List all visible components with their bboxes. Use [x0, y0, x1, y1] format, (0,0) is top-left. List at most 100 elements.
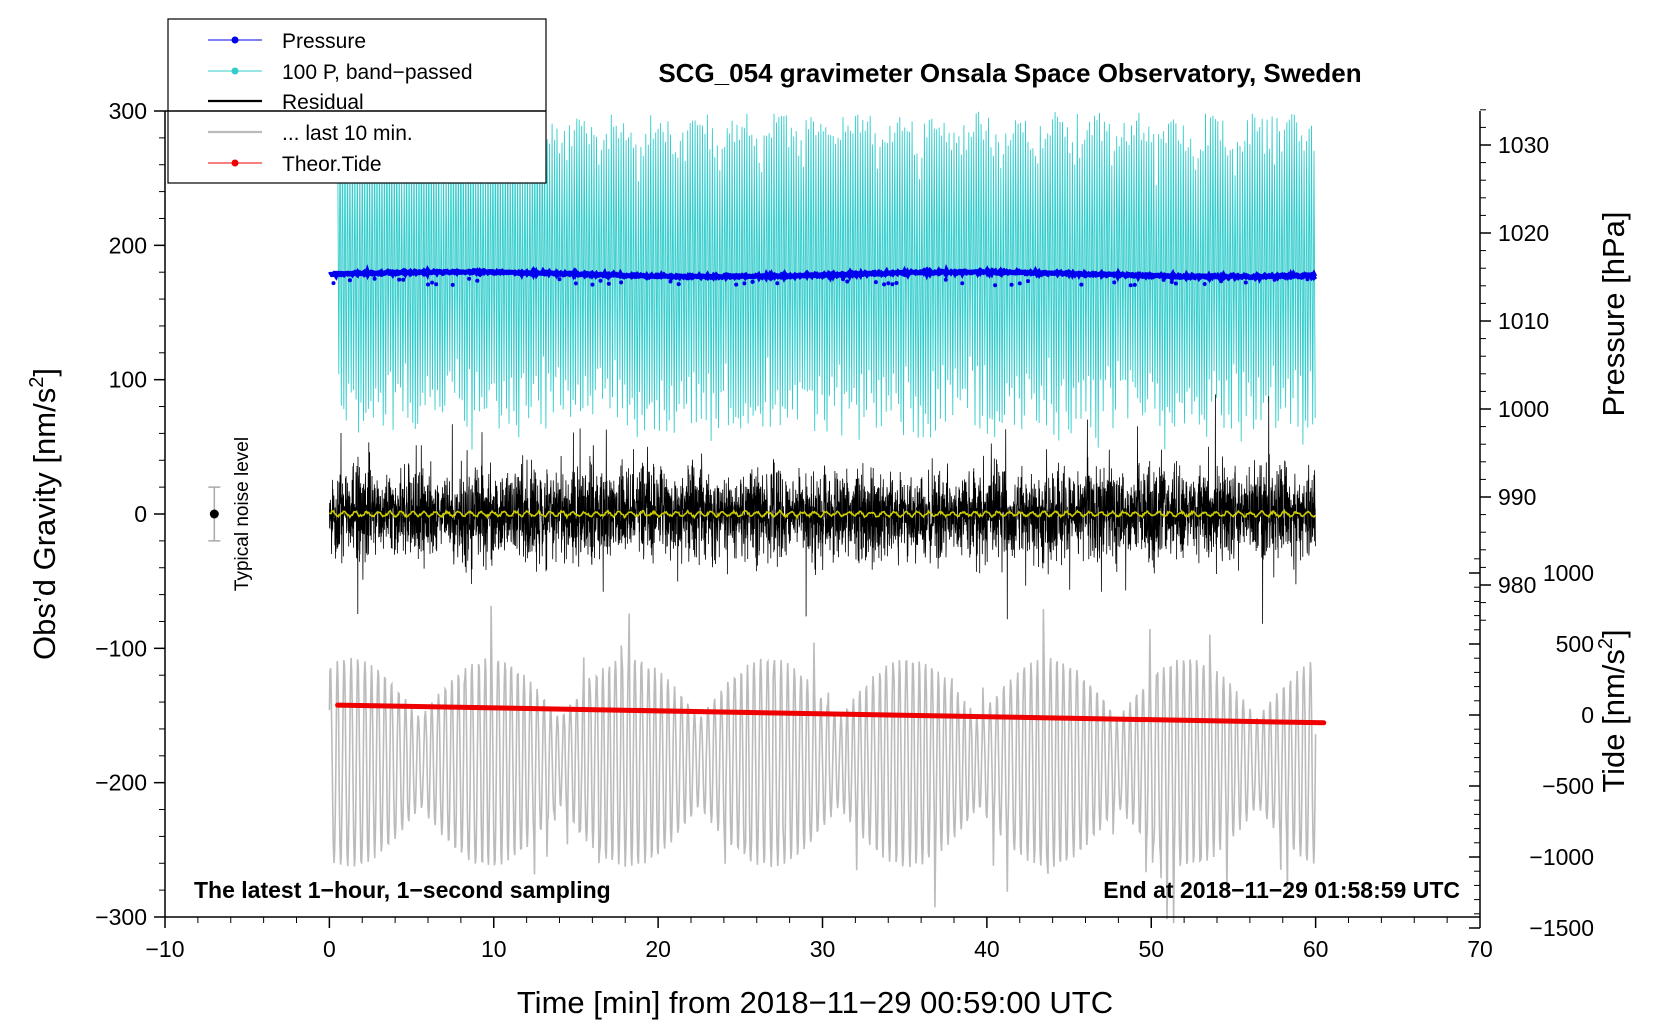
y-tick-label: 300	[109, 98, 147, 124]
tide-tick-label: 1000	[1543, 560, 1594, 586]
y-axis-ticks: −300 −200 −100 0 100 200 300	[95, 98, 165, 930]
x-tick-label: 10	[481, 936, 507, 962]
pressure-point	[467, 276, 472, 281]
pressure-point	[943, 277, 948, 282]
pressure-point	[1305, 277, 1310, 282]
last-10-min-line	[328, 605, 1317, 924]
pressure-point	[450, 282, 455, 287]
pressure-point	[1272, 277, 1277, 282]
end-time-note: End at 2018−11−29 01:58:59 UTC	[1103, 877, 1460, 903]
pressure-point	[882, 282, 887, 287]
pressure-point	[1026, 279, 1030, 284]
pressure-point	[894, 281, 899, 285]
pressure-line	[328, 263, 1318, 284]
x-tick-label: 40	[974, 936, 1000, 962]
pressure-point	[573, 281, 578, 286]
pressure-point	[557, 277, 562, 282]
legend-label: Pressure	[282, 30, 366, 53]
pressure-tick-label: 1020	[1498, 220, 1549, 246]
pressure-point	[993, 283, 998, 288]
smoothed-residual-series	[329, 508, 1316, 521]
pressure-tick-label: 990	[1498, 484, 1536, 510]
chart-title: SCG_054 gravimeter Onsala Space Observat…	[658, 58, 1361, 88]
pressure-axis-label: Pressure [hPa]	[1596, 211, 1631, 416]
pressure-point	[734, 282, 739, 287]
sampling-note: The latest 1−hour, 1−second sampling	[194, 877, 611, 903]
x-axis-ticks: −10 0 10 20 30 40 50 60 70	[145, 917, 1493, 962]
pressure-point	[845, 279, 850, 284]
noise-point	[209, 509, 219, 519]
pressure-point	[1009, 282, 1014, 287]
pressure-series	[328, 263, 1318, 288]
pressure-point	[1243, 280, 1248, 285]
pressure-point	[590, 282, 595, 287]
pressure-point	[619, 280, 624, 285]
pressure-point	[1169, 280, 1174, 284]
x-tick-label: 20	[645, 936, 671, 962]
pressure-tick-label: 1010	[1498, 308, 1549, 334]
pressure-point	[750, 279, 755, 284]
pressure-point	[668, 279, 673, 284]
pressure-point	[1128, 283, 1133, 288]
pressure-point	[1173, 281, 1178, 286]
pressure-point	[1132, 282, 1137, 287]
pressure-point	[331, 281, 336, 286]
pressure-point	[434, 282, 439, 287]
pressure-point	[372, 276, 377, 281]
pressure-point	[1112, 280, 1117, 285]
tide-tick-label: −1000	[1529, 844, 1594, 870]
y-tick-label: 0	[134, 501, 147, 527]
y-tick-label: 200	[109, 232, 147, 258]
x-axis-label: Time [min] from 2018−11−29 00:59:00 UTC	[517, 985, 1113, 1020]
pressure-tick-label: 1000	[1498, 396, 1549, 422]
legend-label: 100 P, band−passed	[282, 61, 473, 84]
x-tick-label: −10	[145, 936, 184, 962]
smoothed-residual-line	[329, 508, 1316, 521]
tide-tick-label: 500	[1556, 631, 1594, 657]
x-tick-label: 50	[1138, 936, 1164, 962]
pressure-point	[430, 280, 435, 285]
tide-tick-label: −1500	[1529, 915, 1594, 941]
noise-level-label: Typical noise level	[232, 437, 253, 591]
x-tick-label: 70	[1467, 936, 1493, 962]
legend-label: Residual	[282, 91, 364, 114]
pressure-point	[475, 278, 480, 283]
bandpassed-pressure-line	[337, 111, 1316, 450]
y-tick-label: −100	[95, 635, 147, 661]
residual-series	[329, 394, 1316, 624]
theoretical-tide-series	[335, 702, 1327, 726]
pressure-point	[1219, 279, 1224, 284]
legend-entry-pressure: Pressure	[208, 30, 366, 53]
tide-axis-ticks: −1500 −1000 −500 0 500 1000	[1469, 558, 1594, 941]
tide-tick-label: 0	[1581, 702, 1594, 728]
pressure-axis-ticks: 980 990 1000 1010 1020 1030	[1480, 109, 1549, 621]
legend-label: Theor.Tide	[282, 153, 382, 176]
pressure-point	[676, 282, 681, 287]
pressure-point	[606, 281, 611, 286]
pressure-point	[775, 281, 780, 286]
last-10-min-series	[328, 605, 1317, 924]
pressure-point	[960, 281, 965, 286]
legend-label: ... last 10 min.	[282, 122, 413, 145]
tide-axis-label: Tide [nm/s2]	[1595, 629, 1631, 792]
pressure-point	[347, 278, 352, 283]
pressure-point	[886, 281, 891, 286]
tide-tick-label: −500	[1542, 773, 1594, 799]
pressure-point	[598, 278, 603, 283]
legend-entry-theor-tide: Theor.Tide	[208, 153, 382, 176]
pressure-point	[1017, 281, 1022, 286]
y-tick-label: −300	[95, 904, 147, 930]
legend-entry-bandpassed: 100 P, band−passed	[208, 61, 473, 84]
legend-entry-residual: Residual	[208, 91, 364, 114]
y-axis-label: Obs’d Gravity [nm/s2]	[26, 368, 62, 660]
pressure-point	[1079, 282, 1084, 287]
noise-level-indicator	[208, 486, 221, 542]
legend: Pressure 100 P, band−passed Residual ...…	[167, 18, 547, 184]
pressure-point	[1202, 282, 1207, 286]
theoretical-tide-line	[335, 702, 1327, 726]
bandpassed-pressure-series	[337, 111, 1316, 450]
pressure-point	[397, 277, 402, 282]
y-tick-label: −200	[95, 770, 147, 796]
pressure-point	[841, 277, 845, 282]
